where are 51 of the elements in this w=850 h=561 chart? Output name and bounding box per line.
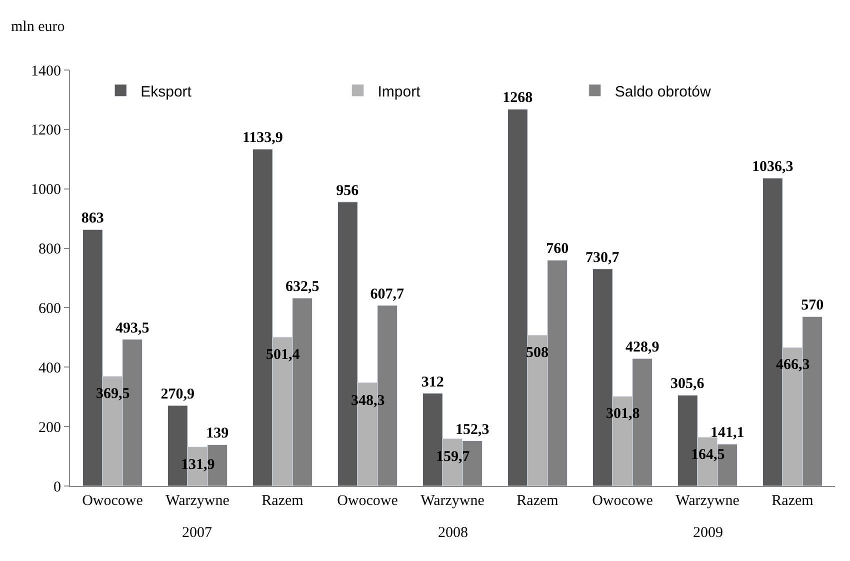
y-tick-label: 1000 xyxy=(31,182,61,198)
data-label: 312 xyxy=(421,374,444,390)
data-label: 1036,3 xyxy=(752,159,794,176)
x-tick-label: Warzywne xyxy=(676,493,740,509)
x-tick-label: Warzywne xyxy=(166,493,230,509)
y-tick-label: 1400 xyxy=(31,63,61,80)
data-label: 141,1 xyxy=(710,425,744,442)
data-label: 493,5 xyxy=(115,320,150,336)
data-label: 301,8 xyxy=(606,406,640,422)
data-label: 428,9 xyxy=(625,340,660,356)
data-label: 501,4 xyxy=(266,347,300,363)
text: 2007 xyxy=(182,525,212,541)
legend-label: Saldo obrotów xyxy=(614,83,711,100)
data-label: 607,7 xyxy=(370,286,404,302)
data-label: 730,7 xyxy=(586,250,620,266)
data-label: 1268 xyxy=(502,90,533,106)
data-label: 956 xyxy=(336,182,360,199)
y-tick-label: 200 xyxy=(38,420,61,436)
data-label: 1133,9 xyxy=(242,130,283,146)
legend-label: Import xyxy=(378,83,422,100)
data-label: 139 xyxy=(206,426,229,442)
data-label: 159,7 xyxy=(436,449,470,465)
data-label: 570 xyxy=(801,298,824,314)
data-label: 632,5 xyxy=(285,279,320,296)
x-tick-label: Owocowe xyxy=(592,493,654,509)
y-tick-label: 1200 xyxy=(31,122,61,139)
y-axis-title: mln euro xyxy=(11,19,65,35)
text: 2009 xyxy=(693,525,723,541)
x-tick-label: Razem xyxy=(772,493,814,509)
data-label: 131,9 xyxy=(181,457,215,473)
data-label: 760 xyxy=(546,241,569,258)
x-tick-label: Razem xyxy=(516,493,559,509)
data-label: 270,9 xyxy=(160,386,195,402)
x-tick-label: Owocowe xyxy=(337,493,398,509)
y-tick-label: 600 xyxy=(38,300,61,317)
x-tick-label: Razem xyxy=(262,493,304,509)
data-label: 348,3 xyxy=(351,393,385,409)
data-label: 466,3 xyxy=(776,357,810,373)
data-label: 508 xyxy=(526,345,548,361)
y-tick-label: 0 xyxy=(54,479,61,496)
legend-label: Eksport xyxy=(140,83,192,100)
data-label: 164,5 xyxy=(691,447,725,463)
data-label: 305,6 xyxy=(670,376,705,392)
x-tick-label: Owocowe xyxy=(82,493,144,509)
x-tick-label: Warzywne xyxy=(420,493,485,509)
y-tick-label: 400 xyxy=(38,360,61,376)
y-tick-label: 800 xyxy=(38,242,61,258)
data-label: 369,5 xyxy=(96,386,130,402)
data-label: 152,3 xyxy=(455,422,490,438)
text: 2008 xyxy=(438,525,468,541)
data-label: 863 xyxy=(81,210,104,227)
